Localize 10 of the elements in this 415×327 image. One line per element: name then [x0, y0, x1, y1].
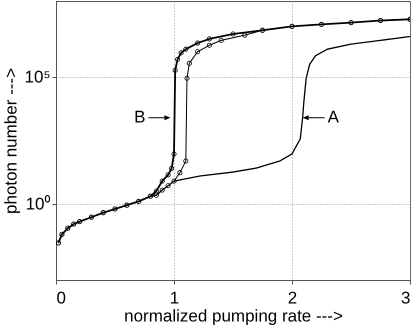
x-tick-label: 3: [401, 288, 410, 308]
y-tick-label: 10⁵: [24, 68, 50, 87]
annotation: B: [134, 108, 146, 127]
x-axis-title: normalized pumping rate --->: [124, 306, 343, 326]
y-tick-label: 10⁰: [26, 194, 50, 214]
y-axis-title: photon number --->: [2, 68, 21, 214]
x-tick-label: 2: [288, 288, 298, 308]
x-tick-label: 1: [170, 288, 180, 308]
x-tick-label: 0: [56, 288, 66, 308]
annotation: A: [328, 108, 340, 127]
